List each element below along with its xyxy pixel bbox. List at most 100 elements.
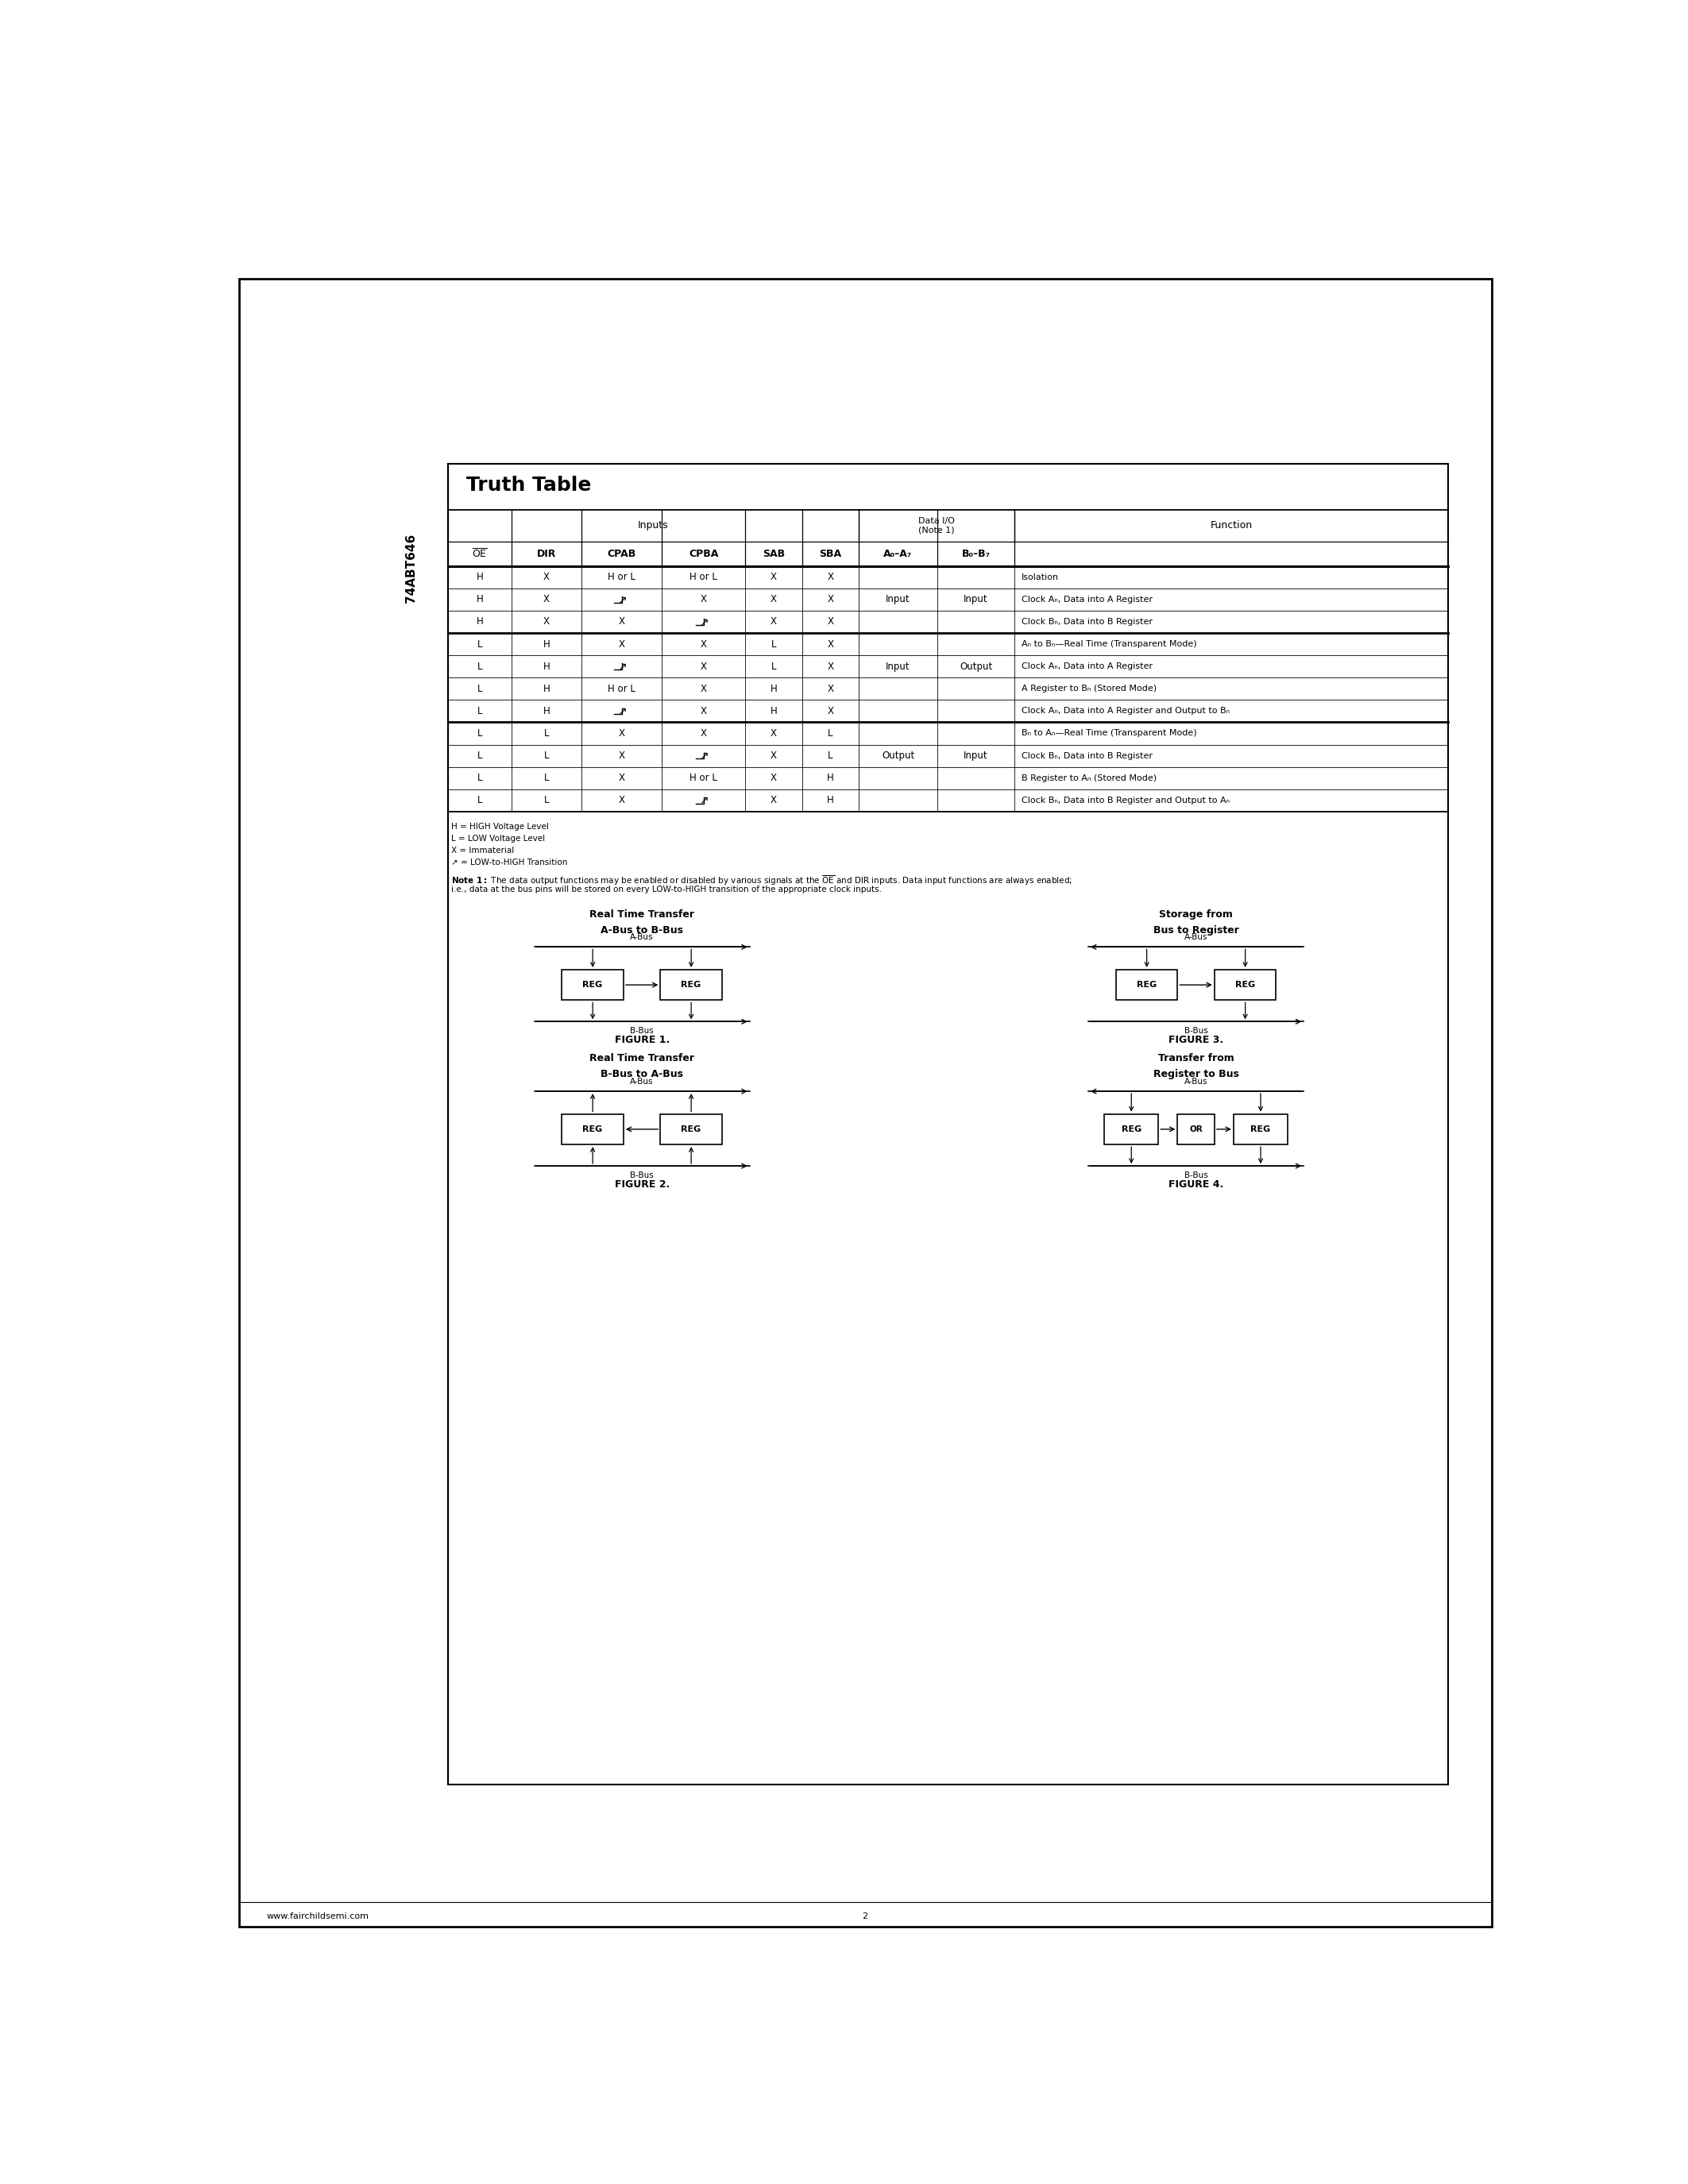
Text: H: H <box>770 705 776 716</box>
Text: Clock Aₙ, Data into A Register and Output to Bₙ: Clock Aₙ, Data into A Register and Outpu… <box>1021 708 1231 714</box>
Text: Real Time Transfer: Real Time Transfer <box>589 1053 694 1064</box>
Text: ↗: ↗ <box>618 705 626 716</box>
Text: REG: REG <box>1136 981 1156 989</box>
Text: L: L <box>544 773 549 784</box>
Text: X: X <box>701 594 707 605</box>
Text: X: X <box>770 594 776 605</box>
Text: L: L <box>771 662 776 673</box>
Bar <box>1178 1114 1214 1144</box>
Text: H: H <box>476 572 483 583</box>
Text: X: X <box>827 705 834 716</box>
Text: DIR: DIR <box>537 548 557 559</box>
Text: X: X <box>770 795 776 806</box>
Text: ↗: ↗ <box>699 616 709 627</box>
Bar <box>447 463 1448 1784</box>
Text: X: X <box>827 594 834 605</box>
Text: X: X <box>701 727 707 738</box>
Text: X: X <box>618 773 625 784</box>
Text: Clock Aₙ, Data into A Register: Clock Aₙ, Data into A Register <box>1021 662 1153 670</box>
Text: Bₙ to Aₙ—Real Time (Transparent Mode): Bₙ to Aₙ—Real Time (Transparent Mode) <box>1021 729 1197 738</box>
Bar <box>660 1114 722 1144</box>
Text: Aₙ to Bₙ—Real Time (Transparent Mode): Aₙ to Bₙ—Real Time (Transparent Mode) <box>1021 640 1197 649</box>
Text: L: L <box>478 751 483 760</box>
Text: Register to Bus: Register to Bus <box>1153 1070 1239 1079</box>
Text: FIGURE 3.: FIGURE 3. <box>1168 1035 1224 1046</box>
Text: B-Bus: B-Bus <box>630 1026 653 1035</box>
Text: B₀–B₇: B₀–B₇ <box>962 548 991 559</box>
Text: $\overline{\mathsf{OE}}$: $\overline{\mathsf{OE}}$ <box>473 548 488 559</box>
Text: H or L: H or L <box>690 572 717 583</box>
Text: A-Bus: A-Bus <box>1185 1079 1207 1085</box>
Text: X: X <box>770 751 776 760</box>
Text: B-Bus: B-Bus <box>1185 1171 1209 1179</box>
Text: L: L <box>478 795 483 806</box>
Text: X: X <box>618 751 625 760</box>
Text: X: X <box>544 616 550 627</box>
Text: H or L: H or L <box>608 572 635 583</box>
Text: Input: Input <box>886 662 910 673</box>
Text: L: L <box>478 684 483 695</box>
Text: H: H <box>827 773 834 784</box>
Text: X: X <box>544 572 550 583</box>
Text: Output: Output <box>959 662 993 673</box>
Text: X: X <box>618 640 625 649</box>
Text: Isolation: Isolation <box>1021 572 1058 581</box>
Text: B-Bus to A-Bus: B-Bus to A-Bus <box>601 1070 684 1079</box>
Text: X: X <box>618 795 625 806</box>
Text: X: X <box>770 727 776 738</box>
Text: REG: REG <box>582 981 603 989</box>
Text: REG: REG <box>682 1125 701 1133</box>
Text: Input: Input <box>964 751 987 760</box>
Text: Inputs: Inputs <box>638 520 668 531</box>
Text: X: X <box>827 616 834 627</box>
Text: REG: REG <box>582 1125 603 1133</box>
Text: FIGURE 1.: FIGURE 1. <box>614 1035 670 1046</box>
Text: Clock Bₙ, Data into B Register and Output to Aₙ: Clock Bₙ, Data into B Register and Outpu… <box>1021 797 1231 804</box>
Text: Clock Bₙ, Data into B Register: Clock Bₙ, Data into B Register <box>1021 618 1153 627</box>
Text: L = LOW Voltage Level: L = LOW Voltage Level <box>451 834 545 843</box>
Text: ↗: ↗ <box>699 749 709 762</box>
Text: X: X <box>827 684 834 695</box>
Text: H: H <box>770 684 776 695</box>
Text: REG: REG <box>682 981 701 989</box>
Text: X: X <box>770 773 776 784</box>
Text: L: L <box>478 773 483 784</box>
Text: CPAB: CPAB <box>608 548 636 559</box>
Text: X: X <box>827 572 834 583</box>
Text: SBA: SBA <box>819 548 842 559</box>
Text: 74ABT646: 74ABT646 <box>405 533 417 603</box>
Text: H or L: H or L <box>608 684 635 695</box>
Text: L: L <box>478 640 483 649</box>
Text: L: L <box>478 662 483 673</box>
Text: www.fairchildsemi.com: www.fairchildsemi.com <box>267 1913 370 1920</box>
Text: ↗ = LOW-to-HIGH Transition: ↗ = LOW-to-HIGH Transition <box>451 858 567 867</box>
Text: ↗: ↗ <box>618 662 626 673</box>
Text: H: H <box>544 662 550 673</box>
Text: B-Bus: B-Bus <box>630 1171 653 1179</box>
Bar <box>562 970 623 1000</box>
Text: A₀–A₇: A₀–A₇ <box>883 548 913 559</box>
Text: A-Bus: A-Bus <box>1185 933 1207 941</box>
Text: B-Bus: B-Bus <box>1185 1026 1209 1035</box>
Text: i.e., data at the bus pins will be stored on every LOW-to-HIGH transition of the: i.e., data at the bus pins will be store… <box>451 887 881 893</box>
Text: FIGURE 4.: FIGURE 4. <box>1168 1179 1224 1190</box>
Text: $\mathbf{Note\ 1:}$ The data output functions may be enabled or disabled by vari: $\mathbf{Note\ 1:}$ The data output func… <box>451 874 1072 887</box>
Text: Clock Aₙ, Data into A Register: Clock Aₙ, Data into A Register <box>1021 596 1153 603</box>
Text: L: L <box>478 705 483 716</box>
Bar <box>660 970 722 1000</box>
Text: 2: 2 <box>863 1913 868 1920</box>
Text: L: L <box>544 727 549 738</box>
Text: REG: REG <box>1251 1125 1271 1133</box>
Text: Input: Input <box>886 594 910 605</box>
Text: ↗: ↗ <box>618 594 626 605</box>
Text: X: X <box>701 640 707 649</box>
Text: X: X <box>701 684 707 695</box>
Text: X: X <box>618 616 625 627</box>
Text: X: X <box>827 662 834 673</box>
Text: Bus to Register: Bus to Register <box>1153 926 1239 935</box>
Text: L: L <box>544 751 549 760</box>
Text: Truth Table: Truth Table <box>466 476 591 496</box>
Text: A-Bus to B-Bus: A-Bus to B-Bus <box>601 926 684 935</box>
Text: Real Time Transfer: Real Time Transfer <box>589 909 694 919</box>
Text: X: X <box>544 594 550 605</box>
